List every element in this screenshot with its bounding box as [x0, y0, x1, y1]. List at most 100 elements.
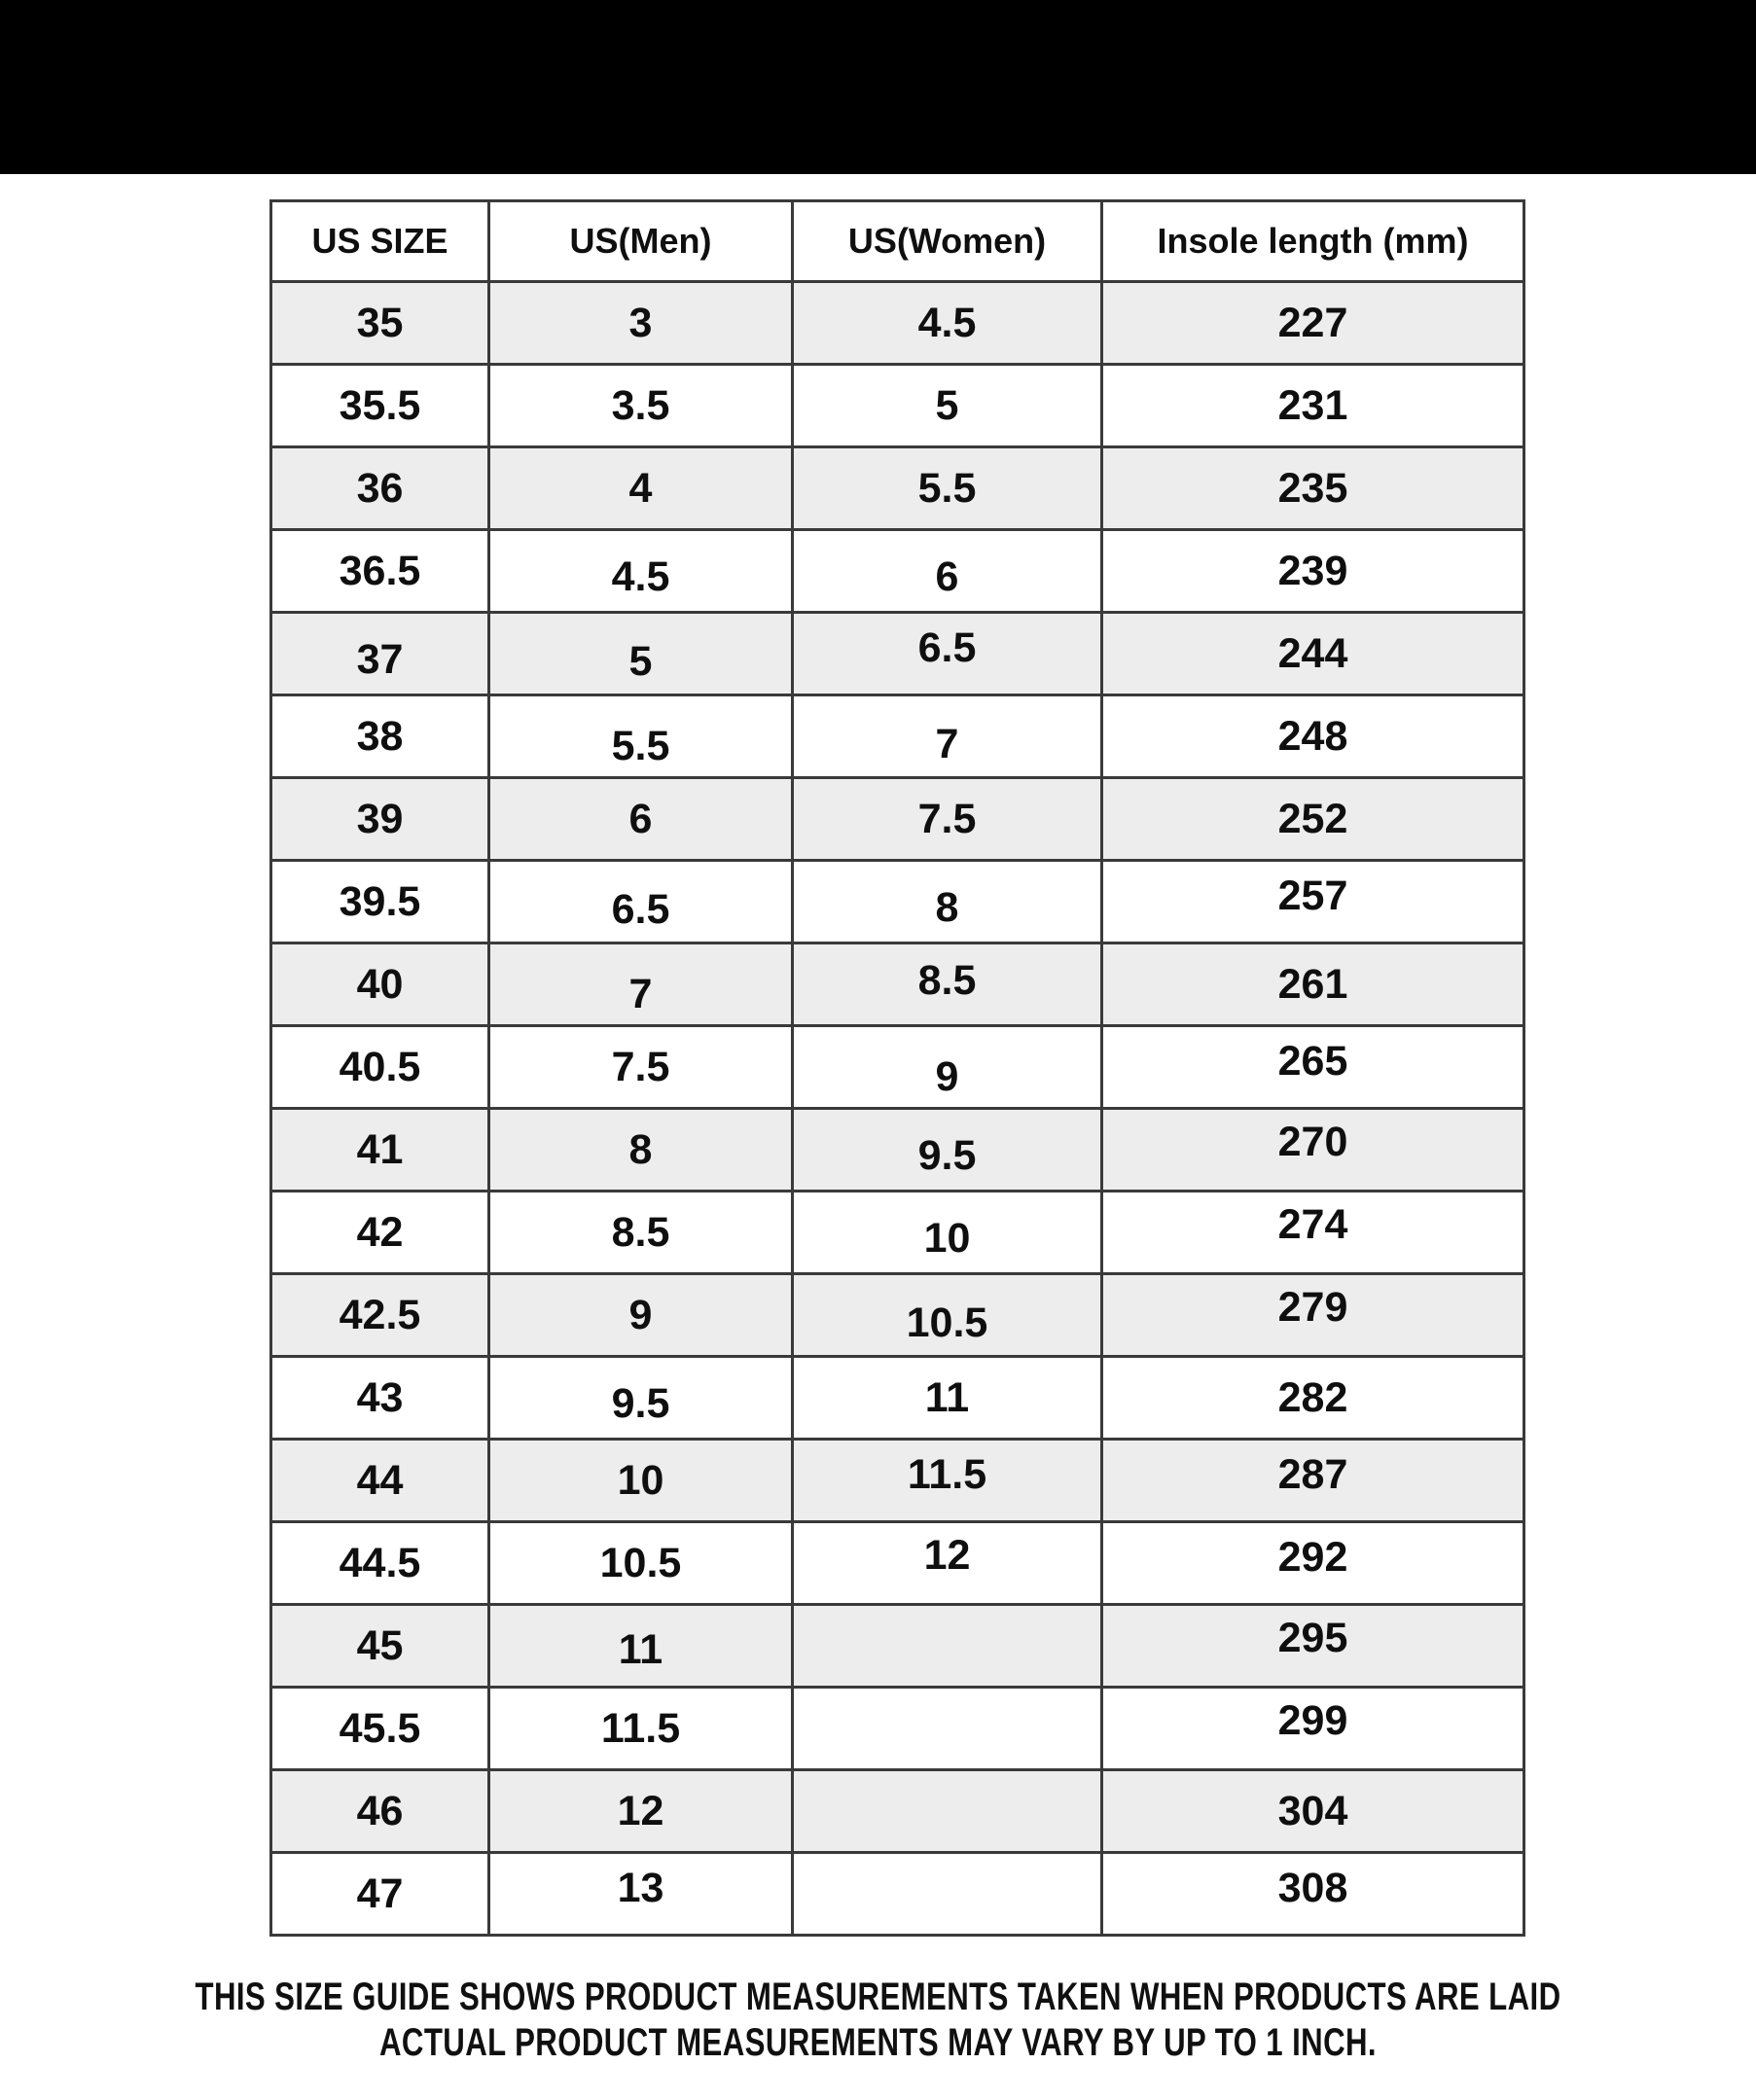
cell-us-women: [791, 1851, 1103, 1937]
cell-insole-length: 292: [1100, 1520, 1525, 1606]
cell-us-size-value: 40: [356, 960, 404, 1008]
top-black-banner: [0, 0, 1756, 174]
cell-insole-length: 265: [1100, 1024, 1525, 1110]
table-row: 47 13 308: [269, 1851, 1525, 1937]
cell-us-men-value: 10: [617, 1456, 664, 1504]
cell-insole-length-value: 308: [1277, 1864, 1348, 1911]
cell-us-size: 41: [269, 1107, 490, 1192]
cell-us-size: 45.5: [269, 1686, 490, 1771]
cell-us-size: 44.5: [269, 1520, 490, 1606]
cell-us-size: 36: [269, 445, 490, 531]
cell-us-women-value: 9.5: [917, 1131, 977, 1179]
cell-us-men: 11.5: [487, 1686, 794, 1771]
cell-insole-length-value: 261: [1277, 960, 1348, 1008]
cell-us-women-value: 7: [935, 720, 959, 767]
cell-insole-length: 252: [1100, 776, 1525, 862]
header-row: US SIZE US(Men) US(Women) Insole length …: [269, 199, 1525, 283]
cell-insole-length: 279: [1100, 1272, 1525, 1358]
cell-us-men: 7: [487, 942, 794, 1027]
cell-us-size-value: 45: [356, 1621, 404, 1669]
cell-us-size: 43: [269, 1355, 490, 1441]
cell-us-size: 42.5: [269, 1272, 490, 1358]
cell-insole-length-value: 270: [1277, 1118, 1348, 1165]
cell-us-men: 11: [487, 1603, 794, 1689]
cell-insole-length-value: 227: [1277, 299, 1348, 346]
cell-us-men-value: 3.5: [611, 381, 670, 429]
cell-us-size-value: 44: [356, 1456, 404, 1504]
cell-us-men-value: 5: [628, 637, 653, 685]
cell-insole-length: 261: [1100, 942, 1525, 1027]
cell-us-women-value: 4.5: [917, 299, 977, 346]
cell-us-men: 4.5: [487, 528, 794, 614]
cell-us-women: 8.5: [791, 942, 1103, 1027]
cell-us-size-value: 35: [356, 299, 404, 346]
cell-insole-length-value: 299: [1277, 1696, 1348, 1744]
cell-us-size-value: 36: [356, 464, 404, 512]
cell-insole-length-value: 292: [1277, 1533, 1348, 1581]
cell-us-women-value: 5.5: [917, 464, 977, 512]
cell-us-men-value: 13: [617, 1864, 664, 1911]
cell-insole-length-value: 274: [1277, 1200, 1348, 1248]
table-row: 40 7 8.5 261: [269, 942, 1525, 1027]
cell-us-men-value: 4: [628, 464, 653, 512]
cell-us-men-value: 7: [628, 970, 653, 1017]
table-row: 37 5 6.5 244: [269, 611, 1525, 696]
cell-insole-length: 270: [1100, 1107, 1525, 1192]
cell-insole-length-value: 235: [1277, 464, 1348, 512]
cell-us-men: 8.5: [487, 1190, 794, 1275]
cell-insole-length-value: 295: [1277, 1614, 1348, 1661]
cell-us-women: 9.5: [791, 1107, 1103, 1192]
size-chart-table: US SIZE US(Men) US(Women) Insole length …: [269, 199, 1525, 1937]
cell-us-men: 3.5: [487, 363, 794, 448]
cell-us-size-value: 43: [356, 1373, 404, 1421]
cell-insole-length-value: 257: [1277, 872, 1348, 919]
cell-us-women-value: 8.5: [917, 956, 977, 1004]
cell-us-women: 6: [791, 528, 1103, 614]
column-header-us-size: US SIZE: [269, 199, 490, 283]
cell-us-men-value: 11: [618, 1625, 663, 1673]
cell-us-women: 11.5: [791, 1438, 1103, 1523]
cell-insole-length: 287: [1100, 1438, 1525, 1523]
cell-insole-length-value: 248: [1277, 712, 1348, 760]
cell-insole-length: 244: [1100, 611, 1525, 696]
column-header-us-men: US(Men): [487, 199, 794, 283]
cell-us-size-value: 45.5: [339, 1704, 421, 1752]
cell-us-women: 4.5: [791, 280, 1103, 366]
cell-us-men-value: 8: [628, 1125, 653, 1173]
cell-us-men-value: 3: [628, 299, 653, 346]
cell-us-men-value: 6: [628, 795, 653, 842]
cell-us-size: 39.5: [269, 859, 490, 944]
cell-us-men-value: 11.5: [600, 1704, 681, 1752]
disclaimer-line-1: THIS SIZE GUIDE SHOWS PRODUCT MEASUREMEN…: [195, 1975, 1561, 2018]
cell-us-size: 45: [269, 1603, 490, 1689]
table-row: 40.5 7.5 9 265: [269, 1024, 1525, 1110]
cell-insole-length: 248: [1100, 694, 1525, 779]
cell-insole-length-value: 244: [1277, 629, 1348, 677]
cell-us-women: 10.5: [791, 1272, 1103, 1358]
cell-us-size: 39: [269, 776, 490, 862]
cell-us-size: 38: [269, 694, 490, 779]
table-row: 35 3 4.5 227: [269, 280, 1525, 366]
cell-us-women: 7: [791, 694, 1103, 779]
cell-us-women: 12: [791, 1520, 1103, 1606]
table-row: 44 10 11.5 287: [269, 1438, 1525, 1523]
cell-us-women-value: 7.5: [917, 795, 977, 842]
cell-us-size: 46: [269, 1768, 490, 1854]
cell-us-women-value: 10.5: [906, 1299, 988, 1346]
cell-insole-length: 308: [1100, 1851, 1525, 1937]
cell-us-men-value: 9.5: [611, 1379, 670, 1427]
cell-us-men: 5: [487, 611, 794, 696]
cell-us-men: 6.5: [487, 859, 794, 944]
cell-us-women-value: 11: [924, 1373, 970, 1421]
cell-us-men-value: 9: [628, 1291, 653, 1338]
cell-us-women: 10: [791, 1190, 1103, 1275]
table-row: 42 8.5 10 274: [269, 1190, 1525, 1275]
cell-us-women-value: 11.5: [907, 1450, 987, 1498]
cell-us-women-value: 6: [935, 552, 959, 600]
cell-us-size-value: 40.5: [339, 1043, 421, 1090]
cell-us-women: 11: [791, 1355, 1103, 1441]
cell-us-women-value: 10: [923, 1214, 971, 1262]
cell-us-size: 42: [269, 1190, 490, 1275]
table-row: 45.5 11.5 299: [269, 1686, 1525, 1771]
cell-insole-length-value: 231: [1277, 381, 1348, 429]
